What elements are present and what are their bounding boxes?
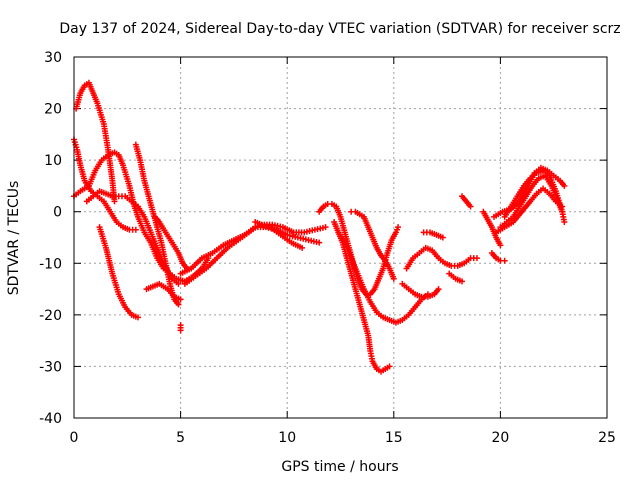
y-tick-label: 0 (53, 205, 62, 221)
series-s6 (132, 141, 182, 308)
data-point (386, 363, 393, 370)
x-tick-label: 0 (70, 430, 79, 446)
series-s9 (177, 322, 184, 334)
series-s7 (152, 213, 190, 272)
data-point (439, 234, 446, 241)
chart-title: Day 137 of 2024, Sidereal Day-to-day VTE… (59, 21, 620, 37)
x-tick-label: 5 (176, 430, 185, 446)
series-s4 (96, 224, 141, 321)
data-point (299, 244, 306, 251)
data-point (467, 203, 474, 210)
data-point (316, 239, 323, 246)
y-tick-label: 10 (44, 153, 62, 169)
grid (74, 57, 607, 418)
data-point (459, 278, 466, 285)
data-points (71, 79, 568, 375)
data-point (561, 182, 568, 189)
data-point (561, 219, 568, 226)
data-point (177, 327, 184, 334)
y-tick-label: -10 (39, 256, 62, 272)
series-s19 (420, 229, 446, 241)
data-point (322, 224, 329, 231)
y-tick-label: 20 (44, 102, 62, 118)
series-s17 (399, 280, 442, 300)
y-tick-label: 30 (44, 50, 62, 66)
series-s21 (459, 193, 474, 210)
data-point (132, 226, 139, 233)
data-point (134, 314, 141, 321)
data-point (390, 275, 397, 282)
data-point (111, 198, 118, 205)
data-point (435, 286, 442, 293)
series-s18 (403, 244, 480, 272)
series-s8 (143, 280, 184, 303)
y-tick-label: -40 (39, 411, 62, 427)
data-point (497, 242, 504, 249)
series-s23 (488, 249, 508, 264)
y-tick-label: -30 (39, 359, 62, 375)
data-point (175, 301, 182, 308)
x-tick-label: 20 (491, 430, 509, 446)
series-s16 (348, 208, 397, 282)
series-s12 (252, 219, 329, 236)
data-point (501, 257, 508, 264)
data-point (473, 255, 480, 262)
series-s20 (446, 270, 466, 285)
x-tick-label: 15 (385, 430, 403, 446)
series-s22 (480, 208, 504, 249)
data-point (395, 224, 402, 231)
x-axis-label: GPS time / hours (281, 459, 398, 475)
x-tick-label: 10 (278, 430, 296, 446)
series-s3 (73, 79, 118, 205)
y-axis-label: SDTVAR / TECUs (6, 181, 22, 296)
y-tick-label: -20 (39, 308, 62, 324)
series-s27 (501, 167, 568, 226)
plot-frame (73, 56, 608, 419)
data-point (177, 296, 184, 303)
data-point (175, 280, 182, 287)
x-tick-label: 25 (598, 430, 616, 446)
series-s11 (181, 221, 306, 287)
tick-labels: 0 5 10 15 20 25 -40 -30 -20 -10 0 10 20 30 (39, 50, 616, 446)
